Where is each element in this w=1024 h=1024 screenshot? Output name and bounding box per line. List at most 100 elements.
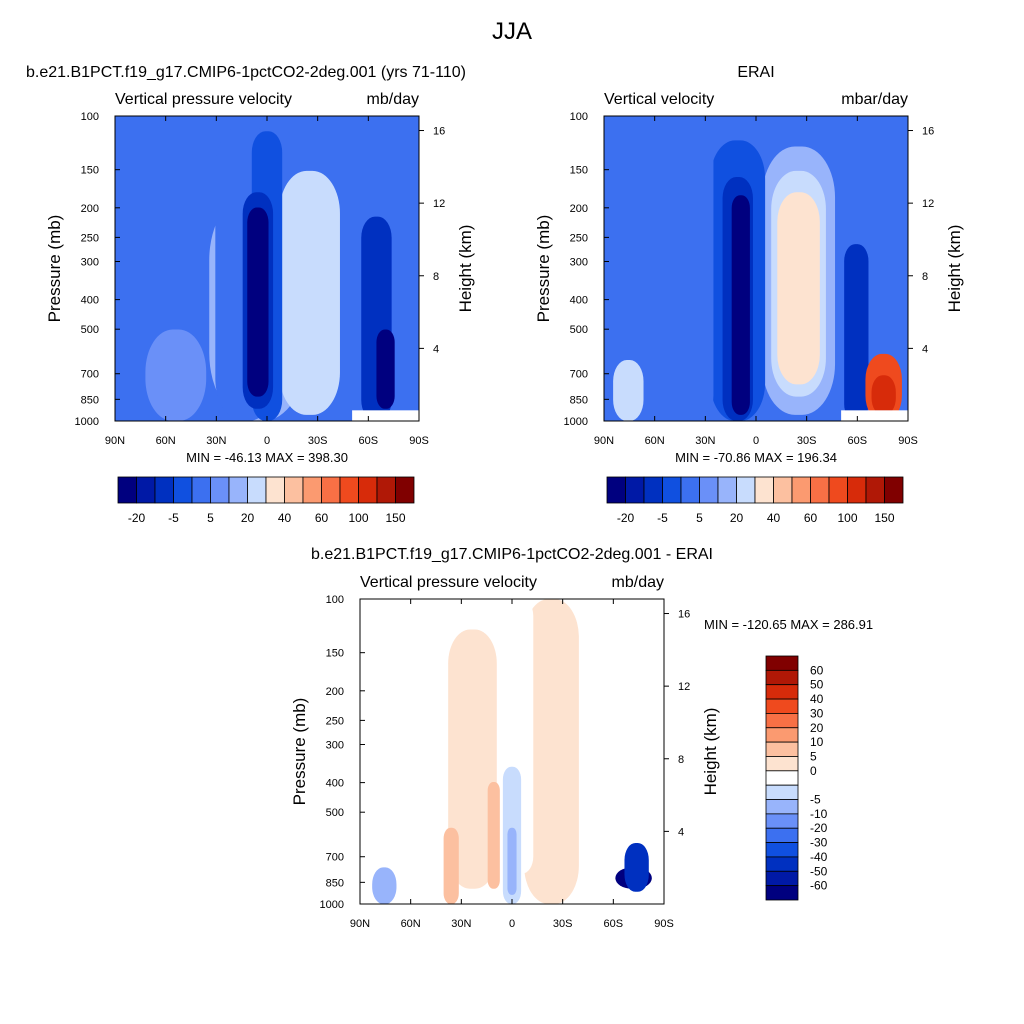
- units-label: mbar/day: [841, 91, 908, 108]
- colorbar-box: [606, 476, 626, 504]
- colorbar-label: 20: [241, 511, 255, 525]
- colorbar-box: [765, 784, 799, 800]
- y-tick-label: 150: [326, 648, 344, 660]
- y-tick-label: 250: [326, 715, 344, 727]
- y-axis-title: Pressure (mb): [45, 215, 64, 323]
- contour-region: [624, 843, 649, 892]
- x-tick-label: 60S: [359, 435, 379, 447]
- x-tick-label: 90N: [350, 918, 370, 930]
- y2-tick-label: 4: [433, 343, 439, 355]
- colorbar-label: -5: [810, 793, 821, 807]
- y-tick-label: 250: [570, 232, 588, 244]
- y-tick-label: 1000: [320, 899, 344, 911]
- colorbar-box: [765, 741, 799, 757]
- panel-3: b.e21.B1PCT.f19_g17.CMIP6-1pctCO2-2deg.0…: [290, 546, 873, 930]
- x-tick-label: 0: [264, 435, 270, 447]
- y-tick-label: 300: [326, 739, 344, 751]
- variable-label: Vertical pressure velocity: [115, 91, 292, 108]
- colorbar-box: [828, 476, 848, 504]
- y-tick-label: 400: [570, 295, 588, 307]
- missing-data: [841, 410, 908, 421]
- contour-region: [372, 867, 397, 904]
- panel-2: ERAI Vertical velocity mbar/day 90N 60N 30N 0 3…: [534, 64, 964, 525]
- y2-tick-label: 16: [433, 126, 445, 138]
- colorbar-box: [265, 476, 285, 504]
- colorbar-label: -40: [810, 850, 828, 864]
- colorbar-label: -20: [617, 511, 635, 525]
- contour-field: [360, 599, 664, 904]
- contour-region: [524, 599, 579, 904]
- colorbar-box: [358, 476, 378, 504]
- colorbar-label: -10: [810, 807, 828, 821]
- contour-region: [871, 375, 896, 415]
- colorbar-label: 60: [810, 663, 824, 677]
- y-tick-label: 500: [326, 807, 344, 819]
- contour-region: [247, 207, 269, 397]
- contour-region: [145, 329, 207, 421]
- variable-label: Vertical pressure velocity: [360, 574, 537, 591]
- x-tick-label: 60N: [645, 435, 665, 447]
- y2-tick-label: 8: [678, 754, 684, 766]
- colorbar-box: [173, 476, 193, 504]
- y2-tick-label: 4: [678, 826, 684, 838]
- colorbar-label: 5: [696, 511, 703, 525]
- colorbar-label: 5: [810, 749, 817, 763]
- colorbar-label: 150: [385, 511, 405, 525]
- contour-region: [133, 116, 158, 421]
- colorbar-box: [765, 727, 799, 743]
- colorbar-label: 40: [810, 692, 824, 706]
- colorbar-label: 40: [278, 511, 292, 525]
- y-tick-label: 200: [326, 686, 344, 698]
- y-axis-title: Pressure (mb): [534, 215, 553, 323]
- contour-region: [487, 782, 500, 889]
- colorbar-label: 10: [810, 735, 824, 749]
- x-tick-label: 0: [753, 435, 759, 447]
- x-tick-label: 0: [509, 918, 515, 930]
- colorbar-box: [765, 770, 799, 786]
- colorbar-box: [643, 476, 663, 504]
- colorbar-label: -20: [128, 511, 146, 525]
- colorbar-box: [884, 476, 904, 504]
- colorbar-box: [810, 476, 830, 504]
- y-axis-title: Pressure (mb): [290, 698, 309, 806]
- colorbar-box: [765, 827, 799, 843]
- contour-region: [448, 629, 497, 889]
- y-tick-label: 200: [570, 203, 588, 215]
- x-tick-label: 30N: [451, 918, 471, 930]
- colorbar-box: [765, 856, 799, 872]
- y-tick-label: 700: [326, 852, 344, 864]
- colorbar-label: 5: [207, 511, 214, 525]
- colorbar-box: [210, 476, 230, 504]
- colorbar-box: [765, 713, 799, 729]
- colorbar-box: [136, 476, 156, 504]
- y-tick-label: 1000: [564, 416, 588, 428]
- colorbar-box: [699, 476, 719, 504]
- colorbar-label: 40: [767, 511, 781, 525]
- figure-title: JJA: [491, 18, 532, 45]
- y2-axis-title: Height (km): [945, 225, 964, 313]
- y-tick-label: 400: [326, 778, 344, 790]
- contour-region: [777, 192, 820, 385]
- colorbar-box: [376, 476, 396, 504]
- colorbar-box: [773, 476, 793, 504]
- colorbar-label: -50: [810, 864, 828, 878]
- y-tick-label: 700: [570, 369, 588, 381]
- colorbar-box: [765, 885, 799, 901]
- y2-tick-label: 16: [922, 126, 934, 138]
- colorbar-label: 20: [810, 721, 824, 735]
- y-tick-label: 150: [81, 165, 99, 177]
- x-tick-label: 60N: [401, 918, 421, 930]
- colorbar-box: [765, 870, 799, 887]
- colorbar-box: [765, 684, 799, 700]
- colorbar-box: [847, 476, 867, 504]
- x-tick-label: 30N: [206, 435, 226, 447]
- x-tick-label: 60S: [604, 918, 624, 930]
- y2-tick-label: 4: [922, 343, 928, 355]
- colorbar-label: 60: [315, 511, 329, 525]
- y-tick-label: 850: [570, 394, 588, 406]
- y-tick-label: 300: [81, 256, 99, 268]
- y-tick-label: 300: [570, 256, 588, 268]
- colorbar-box: [765, 842, 799, 858]
- colorbar-box: [302, 476, 322, 504]
